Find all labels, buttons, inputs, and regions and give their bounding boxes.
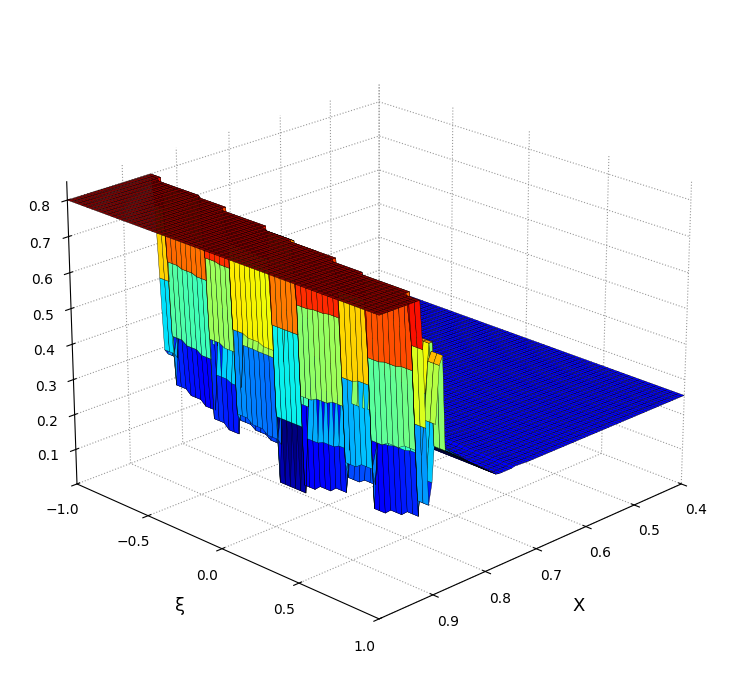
Y-axis label: ξ: ξ [175, 597, 185, 615]
X-axis label: X: X [572, 597, 585, 615]
